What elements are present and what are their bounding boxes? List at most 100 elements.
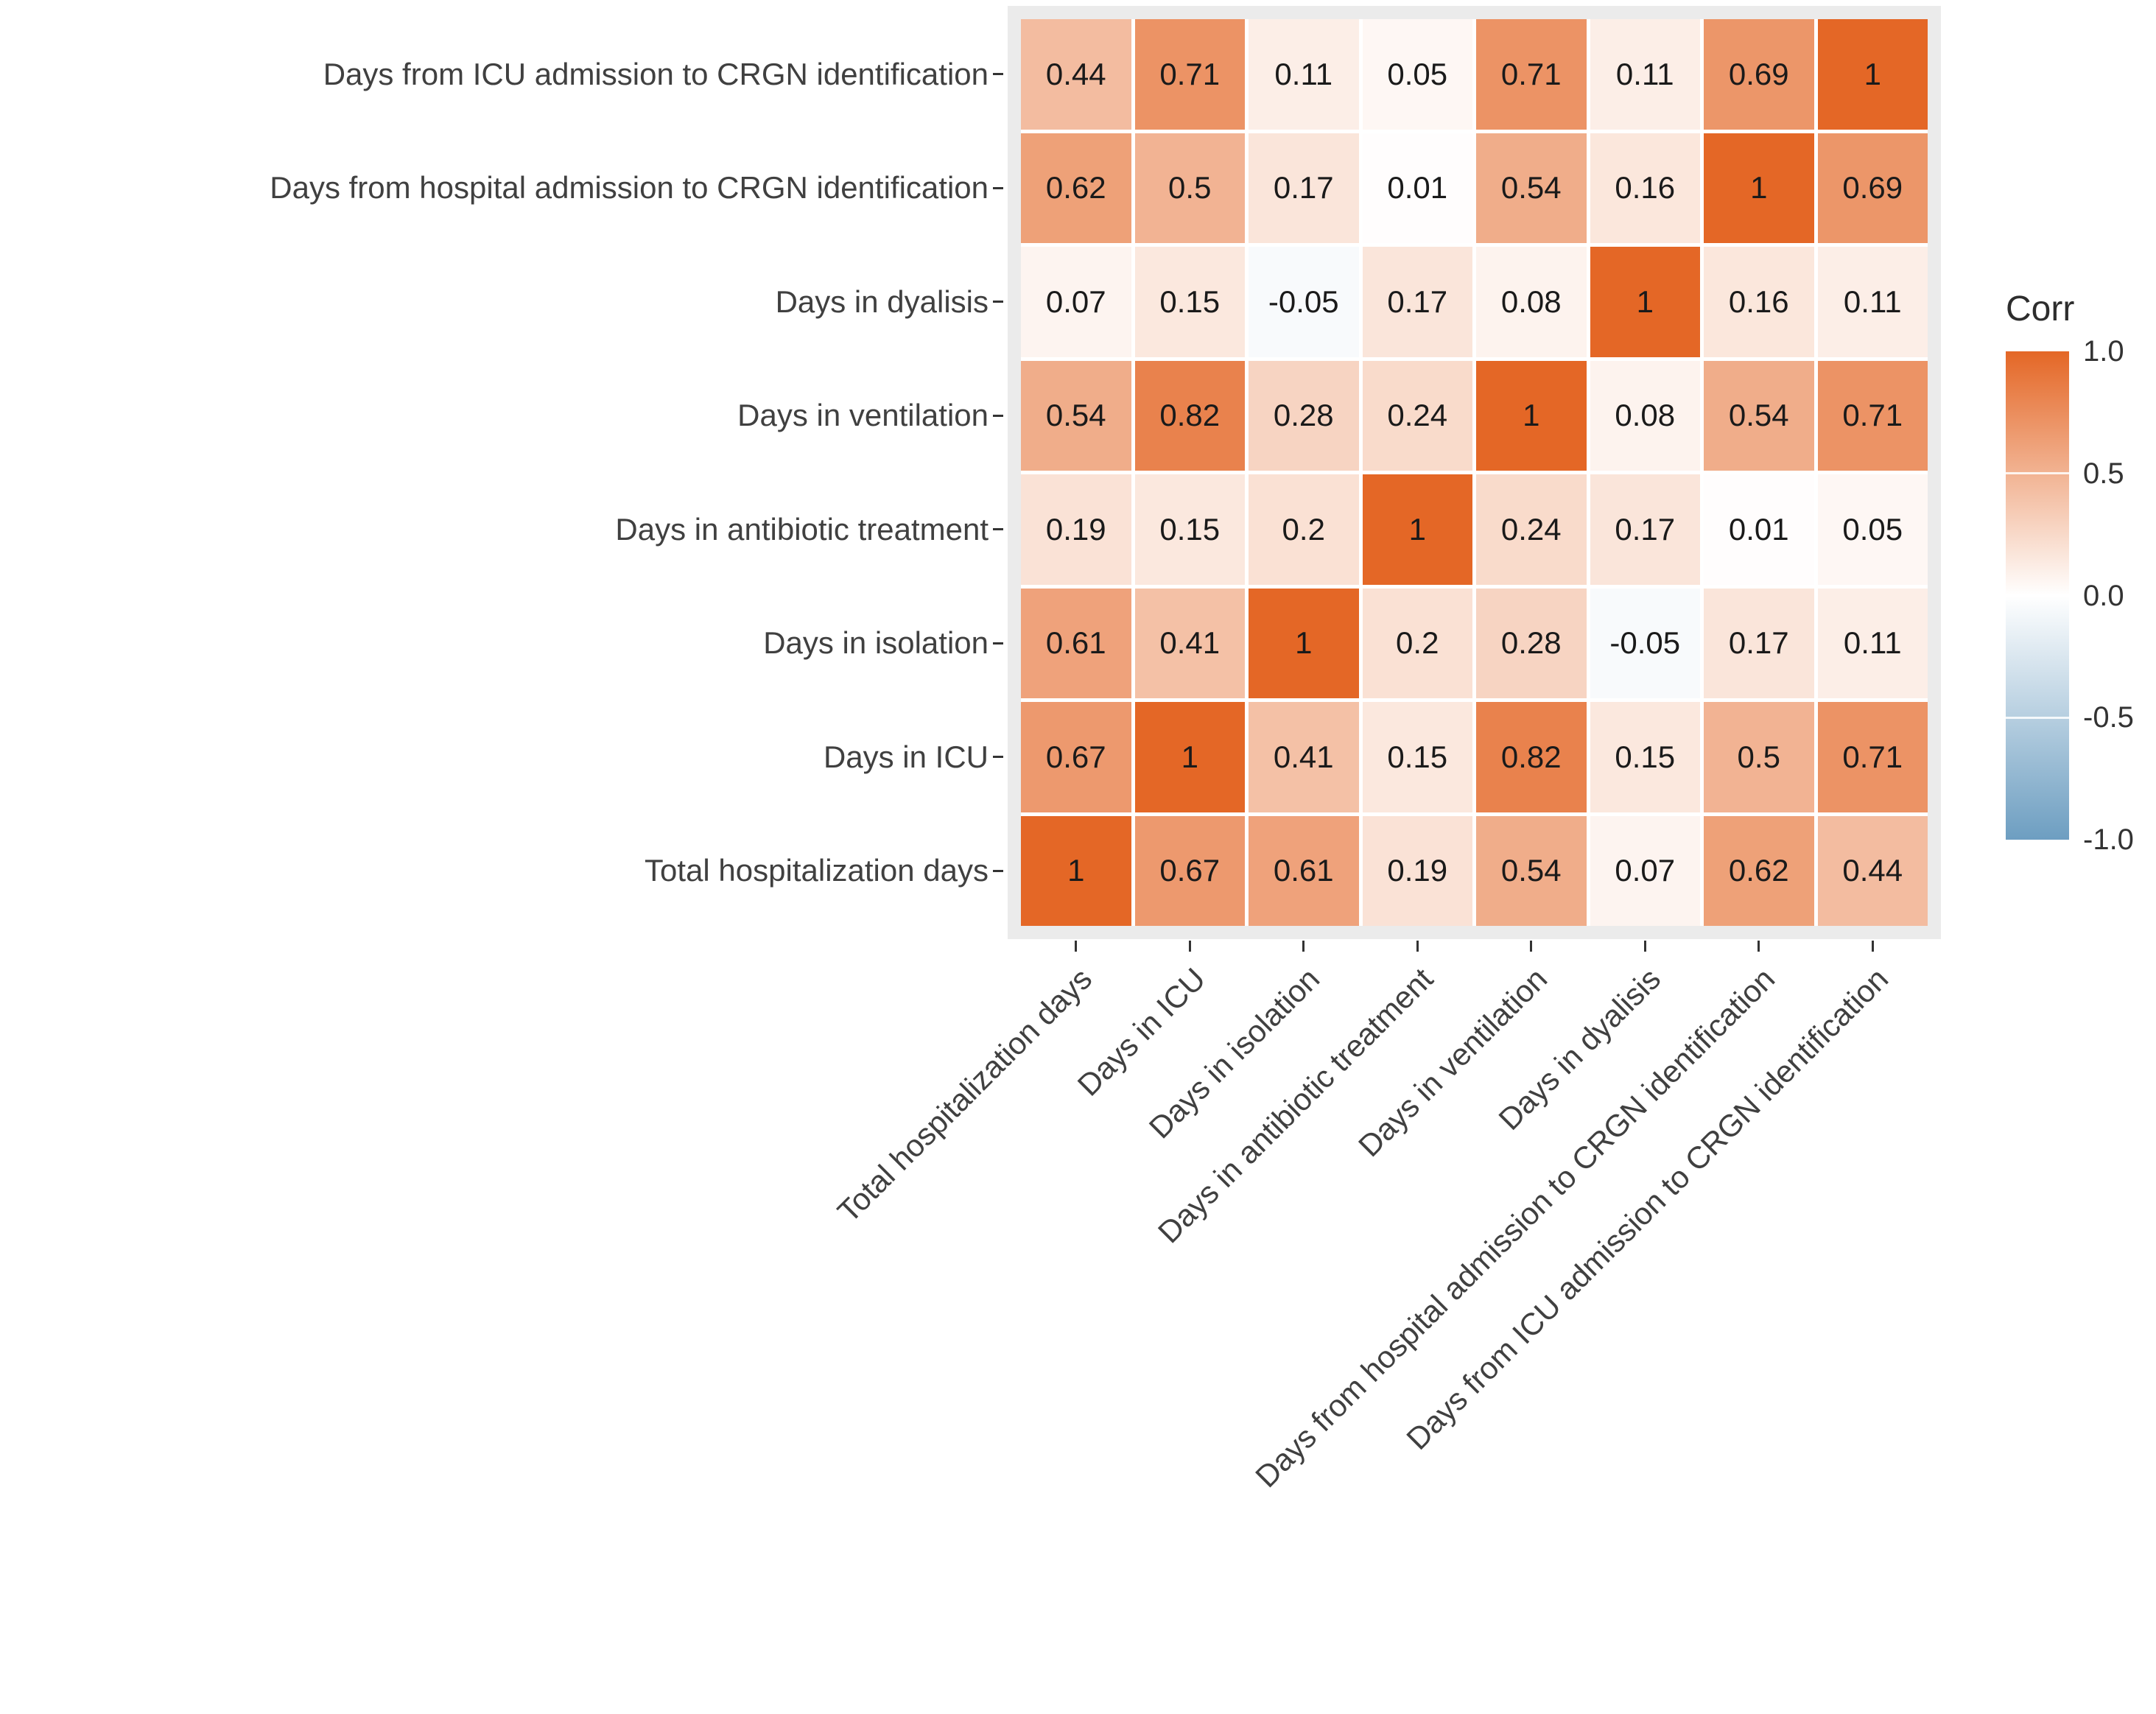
- cell-value: 0.82: [1159, 398, 1221, 433]
- heatmap-cell: 1: [1817, 19, 1928, 130]
- cell-value: 0.05: [1387, 56, 1448, 91]
- y-axis-tick: [993, 73, 1003, 76]
- heatmap-cell: 0.71: [1134, 19, 1245, 130]
- y-axis-label: Days in isolation: [763, 625, 989, 661]
- cell-value: 0.54: [1045, 398, 1106, 433]
- y-axis-label: Days from ICU admission to CRGN identifi…: [323, 56, 989, 91]
- heatmap-cell: 1: [1704, 133, 1814, 243]
- heatmap-cell: 0.71: [1817, 360, 1928, 471]
- cell-value: 0.11: [1843, 284, 1902, 319]
- cell-value: 0.28: [1500, 625, 1562, 661]
- cell-value: 0.71: [1159, 56, 1221, 91]
- cell-value: -0.05: [1609, 625, 1681, 661]
- cell-value: 0.19: [1387, 853, 1448, 888]
- cell-value: 0.08: [1500, 284, 1562, 319]
- cell-value: 0.17: [1615, 511, 1676, 547]
- cell-value: 0.11: [1843, 625, 1902, 661]
- cell-value: 0.54: [1500, 853, 1562, 888]
- y-axis-tick: [993, 642, 1003, 644]
- heatmap-cell: 0.62: [1021, 133, 1131, 243]
- cell-value: 0.15: [1159, 511, 1221, 547]
- legend-title: Corr: [2006, 289, 2075, 329]
- heatmap-panel: 0.44 0.71 0.11 0.05 0.71 0.11 0.69 1 0.62 0.5 0.17…: [1008, 6, 1941, 939]
- y-axis-tick: [993, 414, 1003, 417]
- legend-tick-label: 0.5: [2083, 457, 2124, 490]
- y-axis-label: Days in ICU: [823, 739, 989, 774]
- x-axis-tick: [1302, 941, 1305, 952]
- cell-value: 1: [1408, 511, 1426, 547]
- y-axis-tick: [993, 301, 1003, 303]
- heatmap-cell: 0.17: [1704, 588, 1814, 698]
- cell-value: 0.11: [1615, 56, 1674, 91]
- cell-value: 0.01: [1728, 511, 1789, 547]
- cell-value: 0.67: [1159, 853, 1221, 888]
- cell-value: 0.11: [1274, 56, 1333, 91]
- heatmap-cell: 1: [1590, 247, 1700, 357]
- cell-value: 0.54: [1500, 170, 1562, 206]
- cell-value: 0.69: [1842, 170, 1903, 206]
- legend-tick-label: 0.0: [2083, 579, 2124, 612]
- cell-value: 1: [1864, 56, 1881, 91]
- x-axis-tick: [1188, 941, 1191, 952]
- cell-value: 0.17: [1273, 170, 1334, 206]
- heatmap-cell: 0.61: [1249, 815, 1359, 926]
- cell-value: 0.62: [1045, 170, 1106, 206]
- cell-value: 0.17: [1387, 284, 1448, 319]
- heatmap-cell: 0.19: [1362, 815, 1472, 926]
- heatmap-cell: -0.05: [1590, 588, 1700, 698]
- heatmap-grid: 0.44 0.71 0.11 0.05 0.71 0.11 0.69 1 0.62 0.5 0.17…: [1021, 19, 1928, 926]
- cell-value: 0.71: [1500, 56, 1562, 91]
- cell-value: 0.5: [1168, 170, 1212, 206]
- heatmap-cell: 0.44: [1817, 815, 1928, 926]
- cell-value: 0.69: [1728, 56, 1789, 91]
- heatmap-cell: 0.11: [1817, 247, 1928, 357]
- heatmap-cell: 0.17: [1362, 247, 1472, 357]
- heatmap-cell: 0.28: [1476, 588, 1587, 698]
- heatmap-cell: 0.41: [1134, 588, 1245, 698]
- heatmap-cell: 0.69: [1817, 133, 1928, 243]
- heatmap-cell: 0.2: [1249, 474, 1359, 585]
- heatmap-cell: 0.5: [1704, 702, 1814, 812]
- heatmap-cell: 0.5: [1134, 133, 1245, 243]
- heatmap-cell: 0.08: [1590, 360, 1700, 471]
- heatmap-cell: 0.11: [1249, 19, 1359, 130]
- heatmap-cell: 0.01: [1362, 133, 1472, 243]
- cell-value: 0.15: [1387, 739, 1448, 774]
- heatmap-cell: 0.44: [1021, 19, 1131, 130]
- heatmap-cell: 0.15: [1362, 702, 1472, 812]
- cell-value: 0.16: [1728, 284, 1789, 319]
- cell-value: 0.28: [1273, 398, 1334, 433]
- cell-value: 0.17: [1728, 625, 1789, 661]
- heatmap-cell: 0.62: [1704, 815, 1814, 926]
- heatmap-cell: 0.17: [1249, 133, 1359, 243]
- cell-value: 0.82: [1500, 739, 1562, 774]
- heatmap-cell: 0.17: [1590, 474, 1700, 585]
- legend-bar-tick: [2006, 716, 2069, 719]
- cell-value: 0.2: [1396, 625, 1439, 661]
- heatmap-cell: 0.69: [1704, 19, 1814, 130]
- heatmap-cell: 0.07: [1590, 815, 1700, 926]
- cell-value: 0.15: [1615, 739, 1676, 774]
- heatmap-cell: 0.24: [1476, 474, 1587, 585]
- cell-value: 0.24: [1500, 511, 1562, 547]
- heatmap-cell: 0.15: [1590, 702, 1700, 812]
- heatmap-cell: 0.11: [1590, 19, 1700, 130]
- heatmap-cell: 0.67: [1021, 702, 1131, 812]
- y-axis-tick: [993, 528, 1003, 531]
- heatmap-cell: 1: [1476, 360, 1587, 471]
- heatmap-cell: 0.08: [1476, 247, 1587, 357]
- cell-value: 1: [1636, 284, 1654, 319]
- legend-tick-label: -1.0: [2083, 823, 2134, 856]
- heatmap-cell: 0.15: [1134, 474, 1245, 585]
- y-axis-label: Days in antibiotic treatment: [615, 511, 989, 547]
- legend-bar-tick: [2006, 472, 2069, 475]
- cell-value: 1: [1750, 170, 1768, 206]
- x-axis-tick: [1871, 941, 1874, 952]
- cell-value: 0.44: [1045, 56, 1106, 91]
- x-axis-tick: [1075, 941, 1078, 952]
- cell-value: 0.67: [1045, 739, 1106, 774]
- heatmap-cell: 0.07: [1021, 247, 1131, 357]
- y-axis-label: Days in ventilation: [737, 398, 989, 433]
- y-axis-tick: [993, 186, 1003, 189]
- x-axis-tick: [1758, 941, 1760, 952]
